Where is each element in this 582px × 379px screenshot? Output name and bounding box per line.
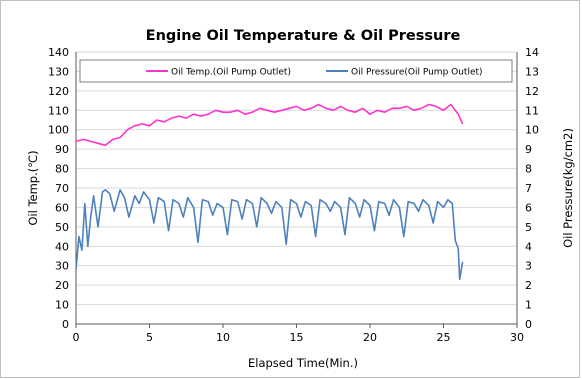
legend-label-oil-pressure: Oil Pressure(Oil Pump Outlet): [351, 68, 483, 78]
y2-tick-label: 1: [525, 299, 532, 312]
y-tick-label: 100: [48, 124, 69, 137]
y2-tick-label: 6: [525, 201, 532, 214]
y-tick-label: 10: [55, 299, 69, 312]
y-tick-label: 0: [62, 318, 69, 331]
y2-tick-label: 9: [525, 143, 532, 156]
y2-axis-title: Oil Pressure(kg/cm2): [561, 128, 575, 248]
axes: [75, 52, 518, 328]
legend: Oil Temp.(Oil Pump Outlet) Oil Pressure(…: [79, 59, 513, 83]
y2-tick-label: 13: [525, 65, 539, 78]
y2-tick-label: 14: [525, 46, 539, 59]
y2-tick-label: 12: [525, 85, 539, 98]
x-axis-title: Elapsed Time(Min.): [248, 356, 358, 370]
y2-tick-label: 0: [525, 318, 532, 331]
series: [75, 103, 464, 281]
y-tick-label: 30: [55, 260, 69, 273]
y2-tick-label: 7: [525, 182, 532, 195]
x-tick-label: 10: [216, 331, 230, 344]
y2-tick-label: 8: [525, 163, 532, 176]
y-tick-label: 20: [55, 279, 69, 292]
y-axis-title: Oil Temp.(℃): [26, 150, 40, 225]
legend-box: [79, 59, 513, 83]
y-tick-label: 40: [55, 240, 69, 253]
x-tick-label: 5: [146, 331, 153, 344]
legend-label-oil-temp: Oil Temp.(Oil Pump Outlet): [171, 68, 291, 78]
y2-tick-label: 2: [525, 279, 532, 292]
x-tick-label: 25: [437, 331, 451, 344]
y-tick-label: 80: [55, 163, 69, 176]
y-tick-labels: 0 10 20 30 40 50 60 70 80 90 100 110 120 130 140: [48, 46, 69, 331]
y2-tick-label: 4: [525, 240, 532, 253]
y-tick-label: 140: [48, 46, 69, 59]
y-tick-label: 110: [48, 104, 69, 117]
x-tick-label: 0: [73, 331, 80, 344]
series-line-oil-pressure: [75, 189, 464, 281]
y2-tick-label: 11: [525, 104, 539, 117]
x-tick-label: 20: [363, 331, 377, 344]
x-tick-label: 30: [510, 331, 524, 344]
y-tick-label: 60: [55, 201, 69, 214]
y2-tick-label: 5: [525, 221, 532, 234]
series-line-oil-temp: [75, 103, 464, 147]
y-tick-label: 70: [55, 182, 69, 195]
chart-title: Engine Oil Temperature & Oil Pressure: [146, 28, 461, 44]
y2-tick-label: 10: [525, 124, 539, 137]
y-tick-label: 90: [55, 143, 69, 156]
y2-tick-label: 3: [525, 260, 532, 273]
y-tick-label: 50: [55, 221, 69, 234]
x-tick-label: 15: [290, 331, 304, 344]
y-tick-label: 130: [48, 65, 69, 78]
x-tick-labels: 0 5 10 15 20 25 30: [73, 331, 525, 344]
y-tick-label: 120: [48, 85, 69, 98]
